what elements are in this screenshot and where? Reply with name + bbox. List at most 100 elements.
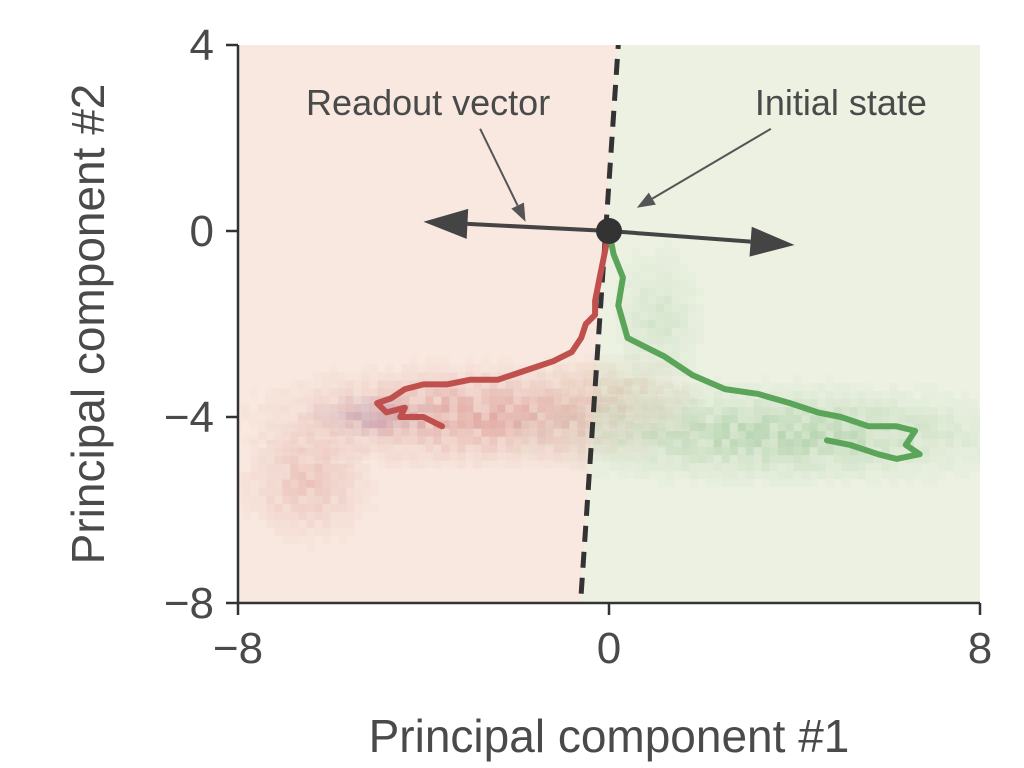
density-cell: [817, 471, 826, 480]
density-cell: [457, 365, 465, 373]
density-cell: [521, 436, 530, 445]
density-cell: [537, 412, 546, 421]
density-cell: [417, 396, 426, 405]
density-cell: [713, 415, 722, 424]
density-cell: [385, 436, 394, 445]
density-cell: [250, 480, 258, 488]
density-cell: [338, 487, 347, 496]
density-cell: [786, 383, 794, 391]
density-cell: [537, 420, 546, 429]
density-cell: [937, 407, 946, 416]
density-cell: [696, 288, 704, 296]
density-cell: [370, 427, 379, 436]
density-cell: [258, 455, 267, 464]
boundary-line: [578, 45, 621, 594]
density-cell: [657, 436, 666, 445]
density-cell: [647, 394, 656, 403]
density-cell: [616, 418, 624, 426]
density-cell: [696, 312, 704, 320]
density-cell: [346, 419, 355, 428]
density-cell: [954, 399, 962, 407]
density-cell: [425, 452, 434, 461]
density-cell: [745, 423, 754, 432]
density-cell: [553, 396, 562, 405]
density-cell: [641, 380, 650, 389]
density-cell: [663, 394, 672, 403]
density-cell: [585, 412, 594, 421]
density-cell: [322, 439, 331, 448]
density-cell: [737, 479, 746, 488]
density-cell: [250, 440, 258, 448]
density-cell: [625, 396, 634, 405]
density-cell: [281, 420, 290, 429]
density-cell: [833, 471, 842, 480]
density-cell: [921, 447, 930, 456]
density-cell: [338, 427, 347, 436]
density-cell: [561, 420, 570, 429]
density-cell: [433, 461, 441, 469]
density-cell: [607, 370, 616, 379]
density-cell: [737, 415, 746, 424]
density-cell: [639, 336, 648, 345]
density-cell: [633, 439, 642, 448]
density-cell: [514, 423, 522, 431]
density-cell: [657, 428, 666, 437]
density-cell: [857, 455, 866, 464]
density-cell: [362, 472, 370, 480]
density-cell: [274, 471, 283, 480]
density-cell: [977, 423, 980, 432]
density-cell: [696, 304, 704, 312]
density-cell: [417, 460, 426, 469]
density-cell: [994, 431, 1002, 439]
density-cell: [624, 296, 632, 304]
density-cell: [680, 296, 688, 304]
density-cell: [377, 452, 386, 461]
density-cell: [833, 423, 842, 432]
density-cell: [505, 436, 514, 445]
density-cell: [679, 344, 688, 353]
density-cell: [607, 378, 616, 387]
density-cell: [321, 404, 330, 413]
density-cell: [554, 455, 562, 463]
density-cell: [266, 455, 275, 464]
density-cell: [369, 420, 378, 429]
density-cell: [559, 394, 568, 403]
density-clouds: [242, 256, 1002, 536]
density-cell: [345, 373, 353, 381]
density-cell: [671, 344, 680, 353]
density-cell: [865, 407, 874, 416]
density-cell: [647, 378, 656, 387]
density-cell: [801, 423, 810, 432]
density-cell: [601, 423, 610, 432]
density-cell: [289, 436, 298, 445]
density-cell: [290, 447, 299, 456]
density-cell: [937, 431, 946, 440]
density-cell: [986, 399, 994, 407]
density-cell: [609, 404, 618, 413]
density-cell: [657, 423, 666, 432]
density-cell: [322, 404, 330, 412]
density-cell: [361, 372, 370, 381]
density-cell: [632, 418, 640, 426]
density-cell: [663, 280, 672, 289]
density-cell: [465, 404, 474, 413]
density-cell: [649, 447, 658, 456]
density-cell: [529, 420, 538, 429]
density-cell: [913, 407, 922, 416]
density-cell: [601, 388, 610, 397]
density-cell: [575, 394, 584, 403]
density-cell: [298, 463, 307, 472]
density-cell: [615, 386, 624, 395]
density-cell: [465, 396, 474, 405]
density-cell: [631, 378, 640, 387]
density-cell: [473, 436, 482, 445]
density-cell: [553, 415, 562, 424]
density-cell: [568, 418, 576, 426]
density-cell: [713, 399, 722, 408]
density-cell: [337, 396, 346, 405]
density-cell: [593, 415, 602, 424]
density-cell: [554, 423, 562, 431]
density-cell: [721, 439, 730, 448]
density-cell: [577, 455, 586, 464]
density-cell: [689, 439, 698, 448]
